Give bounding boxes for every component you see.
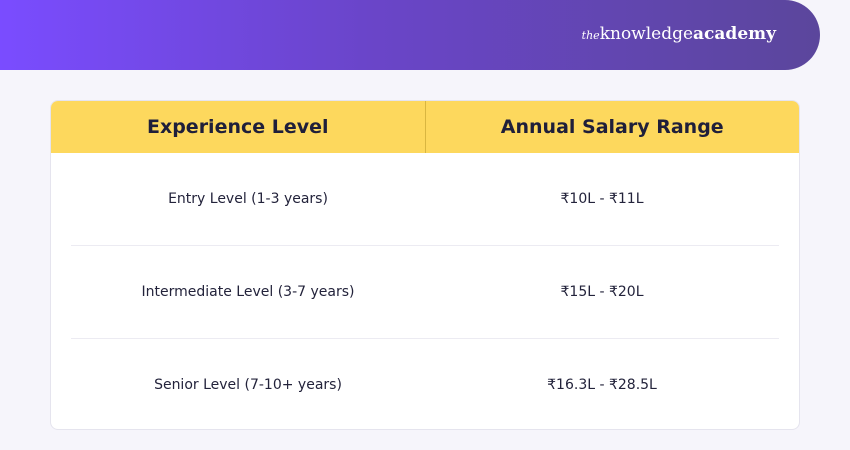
brand-prefix: the (581, 29, 600, 42)
table-row: Senior Level (7-10+ years) ₹16.3L - ₹28.5… (71, 339, 779, 429)
brand-logo: theknowledgeacademy (582, 24, 776, 44)
brand-name: knowledge (599, 24, 694, 44)
column-header: Annual Salary Range (424, 101, 800, 153)
table-cell: Entry Level (1-3 years) (168, 191, 328, 207)
table-header: Experience Level Annual Salary Range (51, 101, 799, 153)
brand-suffix: academy (693, 24, 776, 44)
table-cell: ₹10L - ₹11L (560, 191, 644, 207)
table-cell: ₹16.3L - ₹28.5L (547, 377, 657, 393)
column-header: Experience Level (146, 116, 329, 138)
table-cell: Senior Level (7-10+ years) (154, 377, 342, 393)
table-cell: ₹15L - ₹20L (560, 284, 644, 300)
banner: theknowledgeacademy (0, 0, 820, 70)
table-cell: Intermediate Level (3-7 years) (141, 284, 355, 300)
table-row: Intermediate Level (3-7 years) ₹15L - ₹20… (71, 246, 779, 339)
table-body: Entry Level (1-3 years) ₹10L - ₹11L Interm… (51, 153, 799, 429)
salary-table: Experience Level Annual Salary Range Entr… (50, 100, 800, 430)
table-row: Entry Level (1-3 years) ₹10L - ₹11L (71, 153, 779, 246)
